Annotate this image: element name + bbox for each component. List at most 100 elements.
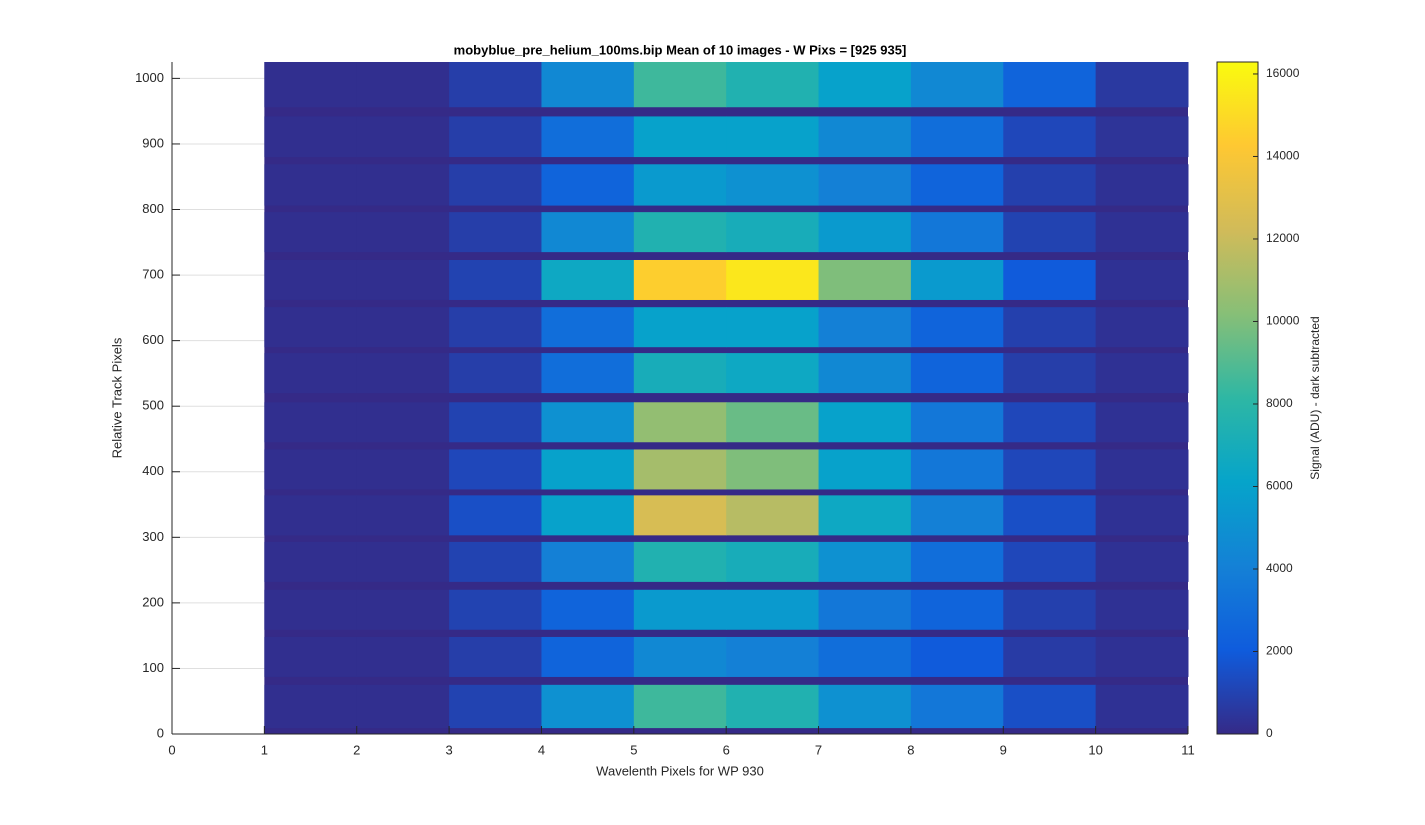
heatmap-cell bbox=[449, 259, 542, 300]
heatmap-cell bbox=[726, 449, 820, 490]
heatmap-cell bbox=[1095, 212, 1189, 253]
heatmap-cell bbox=[449, 449, 542, 490]
colorbar-tick-label: 12000 bbox=[1266, 231, 1300, 245]
heatmap-cell bbox=[818, 589, 912, 630]
heatmap-cell bbox=[633, 589, 727, 630]
heatmap-cell bbox=[541, 541, 635, 582]
heatmap-cell bbox=[264, 62, 358, 108]
heatmap-cell bbox=[633, 259, 727, 300]
heatmap-cell bbox=[1003, 164, 1097, 206]
x-tick-label: 7 bbox=[815, 742, 822, 757]
heatmap-cell bbox=[541, 684, 635, 729]
heatmap-cell bbox=[818, 541, 912, 582]
colorbar-label: Signal (ADU) - dark subtracted bbox=[1308, 316, 1322, 479]
heatmap-cell bbox=[1095, 353, 1189, 394]
heatmap-cell bbox=[910, 212, 1004, 253]
heatmap-cell bbox=[356, 307, 450, 348]
heatmap-cell bbox=[449, 307, 542, 348]
y-tick-label: 300 bbox=[142, 529, 164, 544]
colorbar-tick-label: 4000 bbox=[1266, 561, 1293, 575]
heatmap-cell bbox=[1095, 541, 1189, 582]
heatmap-cell bbox=[1003, 589, 1097, 630]
heatmap-cell bbox=[726, 62, 820, 108]
heatmap-cell bbox=[264, 307, 358, 348]
heatmap-cell bbox=[541, 589, 635, 630]
heatmap-cell bbox=[449, 212, 542, 253]
heatmap-cell bbox=[633, 402, 727, 443]
heatmap-cell bbox=[264, 589, 358, 630]
heatmap-cell bbox=[726, 212, 820, 253]
heatmap-cell bbox=[356, 495, 450, 536]
heatmap-cell bbox=[818, 353, 912, 394]
heatmap-cell bbox=[356, 116, 450, 158]
y-tick-label: 1000 bbox=[135, 70, 164, 85]
heatmap-cell bbox=[1003, 307, 1097, 348]
heatmap-cell bbox=[264, 212, 358, 253]
x-tick-label: 6 bbox=[723, 742, 730, 757]
x-tick-label: 0 bbox=[168, 742, 175, 757]
heatmap-cell bbox=[1003, 402, 1097, 443]
heatmap-cell bbox=[449, 636, 542, 677]
heatmap-cell bbox=[633, 684, 727, 729]
heatmap-cell bbox=[264, 353, 358, 394]
heatmap-cell bbox=[541, 116, 635, 158]
heatmap-cell bbox=[356, 541, 450, 582]
heatmap-cell bbox=[1095, 307, 1189, 348]
colorbar-tick-label: 10000 bbox=[1266, 314, 1300, 328]
heatmap-cell bbox=[264, 495, 358, 536]
x-tick-label: 2 bbox=[353, 742, 360, 757]
colorbar-tick-label: 8000 bbox=[1266, 396, 1293, 410]
heatmap-cell bbox=[818, 307, 912, 348]
heatmap-cell bbox=[726, 495, 820, 536]
heatmap-cell bbox=[541, 164, 635, 206]
heatmap-cell bbox=[633, 307, 727, 348]
heatmap-cell bbox=[264, 402, 358, 443]
heatmap-cell bbox=[356, 212, 450, 253]
heatmap-cell bbox=[910, 402, 1004, 443]
heatmap-cell bbox=[356, 402, 450, 443]
heatmap-cell bbox=[1095, 636, 1189, 677]
heatmap-cell bbox=[726, 402, 820, 443]
x-tick-label: 4 bbox=[538, 742, 545, 757]
heatmap-cell bbox=[910, 353, 1004, 394]
y-tick-label: 100 bbox=[142, 660, 164, 675]
x-tick-label: 9 bbox=[1000, 742, 1007, 757]
heatmap-cell bbox=[633, 353, 727, 394]
heatmap-cell bbox=[449, 353, 542, 394]
heatmap-cell bbox=[264, 684, 358, 729]
heatmap-cell bbox=[449, 116, 542, 158]
heatmap-cell bbox=[1003, 62, 1097, 108]
heatmap-cell bbox=[1003, 541, 1097, 582]
heatmap-cell bbox=[633, 164, 727, 206]
heatmap-cell bbox=[449, 62, 542, 108]
x-tick-label: 5 bbox=[630, 742, 637, 757]
heatmap-cell bbox=[818, 164, 912, 206]
heatmap-cell bbox=[541, 402, 635, 443]
heatmap-cell bbox=[1003, 212, 1097, 253]
heatmap-cell bbox=[541, 62, 635, 108]
colorbar-tick-label: 2000 bbox=[1266, 644, 1293, 658]
y-axis-label: Relative Track Pixels bbox=[109, 337, 124, 458]
heatmap-cell bbox=[541, 307, 635, 348]
heatmap-cell bbox=[1095, 164, 1189, 206]
x-tick-label: 10 bbox=[1088, 742, 1102, 757]
heatmap-cell bbox=[1003, 449, 1097, 490]
heatmap-cell bbox=[449, 402, 542, 443]
heatmap-cell bbox=[449, 684, 542, 729]
heatmap-cell bbox=[356, 636, 450, 677]
y-tick-label: 800 bbox=[142, 201, 164, 216]
heatmap-cell bbox=[633, 212, 727, 253]
heatmap-cell bbox=[449, 589, 542, 630]
heatmap-cell bbox=[1003, 353, 1097, 394]
heatmap-cell bbox=[264, 636, 358, 677]
heatmap-cell bbox=[910, 116, 1004, 158]
colorbar-tick-label: 6000 bbox=[1266, 479, 1293, 493]
heatmap-cell bbox=[541, 353, 635, 394]
heatmap-cell bbox=[818, 636, 912, 677]
y-tick-label: 700 bbox=[142, 267, 164, 282]
x-tick-label: 1 bbox=[261, 742, 268, 757]
colorbar bbox=[1216, 61, 1259, 735]
chart-title: mobyblue_pre_helium_100ms.bip Mean of 10… bbox=[454, 42, 907, 57]
heatmap-cell bbox=[818, 495, 912, 536]
